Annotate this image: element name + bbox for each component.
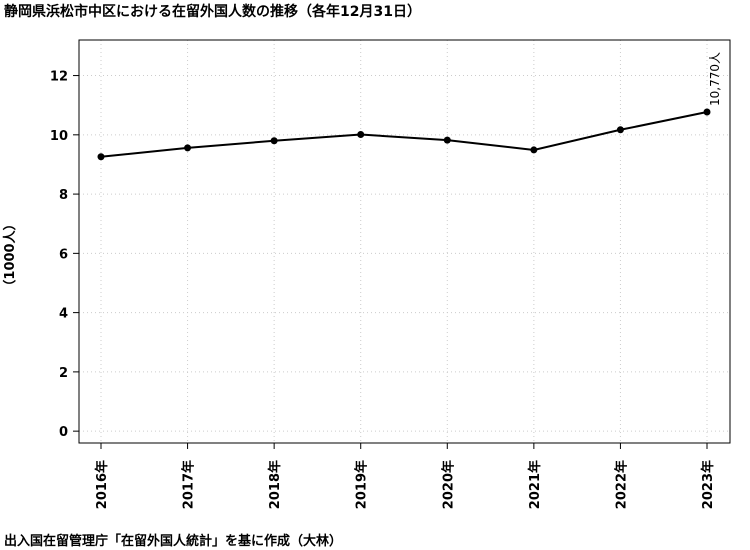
data-point <box>97 153 105 161</box>
source-note: 出入国在留管理庁「在留外国人統計」を基に作成（大林） <box>4 534 343 549</box>
x-tick-label: 2017年 <box>181 460 197 509</box>
data-point <box>616 126 624 134</box>
data-point <box>443 136 451 144</box>
y-tick-label: 12 <box>50 70 68 85</box>
y-tick-label: 10 <box>50 129 68 144</box>
grid-lines <box>79 40 730 443</box>
plot-frame <box>78 39 731 444</box>
chart-title: 静岡県浜松市中区における在留外国人数の推移（各年12月31日） <box>4 4 421 20</box>
x-tick-label: 2023年 <box>700 460 716 509</box>
data-point <box>270 137 278 145</box>
value-annotation: 10,770人 <box>708 52 722 106</box>
data-point <box>703 108 711 116</box>
x-tick-label: 2020年 <box>440 460 456 509</box>
y-tick-label: 6 <box>59 247 68 262</box>
annotation-layer: 10,770人 <box>708 52 722 106</box>
x-tick-label: 2019年 <box>354 460 370 509</box>
x-tick-label: 2018年 <box>267 460 283 509</box>
data-point <box>530 146 538 154</box>
y-axis: 0 2 4 6 8 10 12 <box>50 70 79 440</box>
y-tick-label: 0 <box>59 425 68 440</box>
y-tick-label: 2 <box>59 366 68 381</box>
data-point <box>357 131 365 139</box>
x-tick-label: 2021年 <box>527 460 543 509</box>
y-tick-label: 4 <box>59 307 68 322</box>
series-line <box>100 111 708 158</box>
x-tick-label: 2016年 <box>94 460 110 509</box>
data-point <box>184 144 192 152</box>
y-axis-label: （1000人） <box>2 217 18 292</box>
series-layer <box>97 108 711 161</box>
y-tick-label: 8 <box>59 188 68 203</box>
x-axis: 2016年 2017年 2018年 2019年 2020年 2021年 2022年 2023年 <box>94 443 716 509</box>
x-tick-label: 2022年 <box>613 460 629 509</box>
